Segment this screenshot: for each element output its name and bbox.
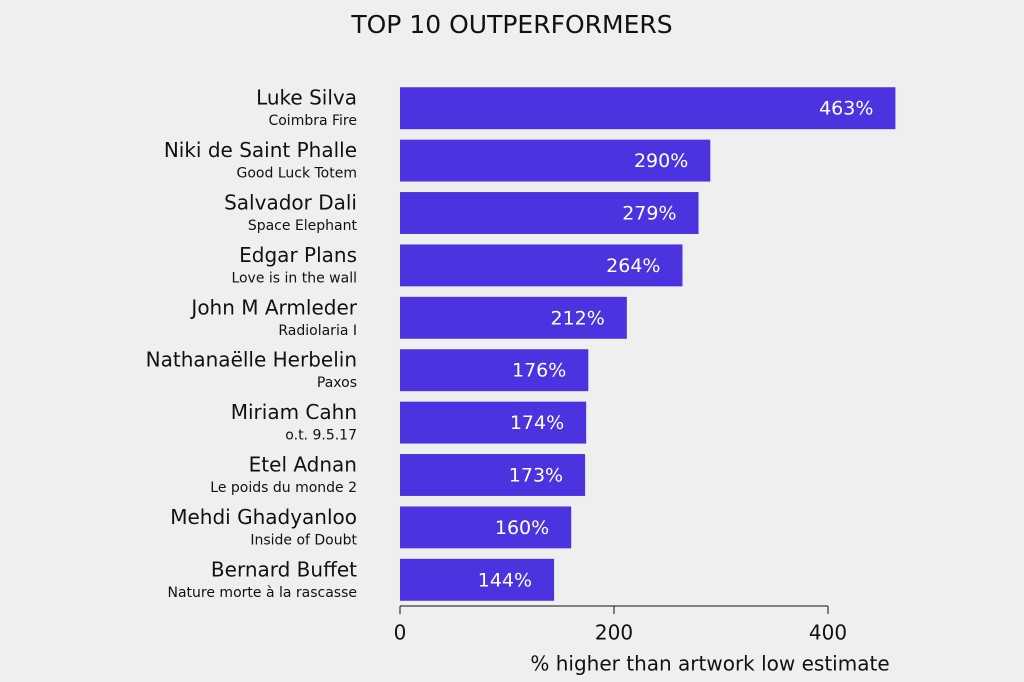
artist-label: Luke Silva [256,86,357,110]
artist-label: Edgar Plans [239,243,357,267]
bar [400,192,699,234]
value-label: 144% [478,569,532,591]
bar [400,349,589,392]
x-tick-label: 0 [394,621,407,645]
artist-label: Niki de Saint Phalle [164,138,357,162]
artwork-label: Good Luck Totem [237,166,357,182]
artist-label: Salvador Dali [224,191,357,215]
artist-label: John M Armleder [189,295,357,319]
value-label: 176% [512,360,566,382]
artwork-label: Inside of Doubt [250,532,357,548]
bar [400,244,683,287]
artist-label: Mehdi Ghadyanloo [170,505,357,529]
value-label: 264% [606,255,660,277]
artwork-label: Love is in the wall [231,270,357,286]
artist-label: Etel Adnan [249,453,357,477]
value-label: 212% [551,307,605,329]
bar [400,454,586,496]
artwork-label: Space Elephant [248,218,358,234]
x-axis-label: % higher than artwork low estimate [530,652,889,676]
value-label: 174% [510,412,564,434]
chart-title: TOP 10 OUTPERFORMERS [350,10,672,39]
value-label: 160% [495,517,549,539]
artist-label: Miriam Cahn [231,400,357,424]
artwork-label: Le poids du monde 2 [210,480,357,496]
bar [400,506,572,549]
bar [400,558,555,601]
value-label: 279% [622,203,676,225]
value-label: 463% [819,98,873,120]
artwork-label: Nature morte à la rascasse [168,585,358,601]
artwork-label: Paxos [317,375,357,391]
artwork-label: Coimbra Fire [268,113,357,129]
artwork-label: Radiolaria I [278,323,357,339]
artist-label: Bernard Buffet [211,557,357,581]
bar [400,87,896,130]
x-tick-label: 400 [809,621,847,645]
bar [400,139,711,182]
x-tick-label: 200 [595,621,633,645]
bar [400,401,587,444]
value-label: 290% [634,150,688,172]
value-label: 173% [509,465,563,487]
bar [400,296,627,339]
artwork-label: o.t. 9.5.17 [285,428,357,444]
artist-label: Nathanaëlle Herbelin [146,348,357,372]
